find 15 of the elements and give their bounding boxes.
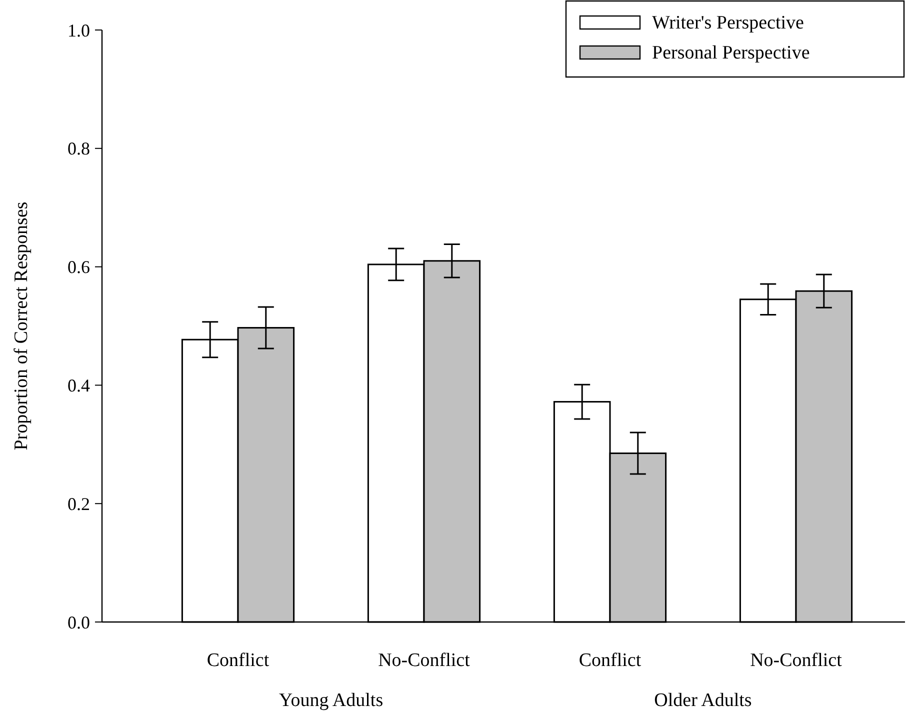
x-tick-label: No-Conflict: [750, 650, 843, 671]
legend-label: Writer's Perspective: [652, 12, 804, 34]
text: Older Adults: [654, 690, 752, 711]
y-tick-label: 0.0: [68, 612, 90, 632]
text: Young Adults: [278, 690, 384, 711]
y-tick-label: 0.2: [68, 494, 90, 514]
y-tick-label: 0.8: [68, 138, 90, 159]
legend-label: Personal Perspective: [652, 42, 810, 64]
x-tick-label: No-Conflict: [378, 650, 471, 671]
y-axis-title: Proportion of Correct Responses: [11, 202, 32, 450]
x-tick-label: Conflict: [578, 650, 642, 671]
y-tick-label: 1.0: [68, 20, 90, 40]
y-tick-label: 0.6: [68, 257, 90, 278]
y-tick-label: 0.4: [68, 376, 90, 396]
x-tick-label: Conflict: [206, 650, 270, 671]
